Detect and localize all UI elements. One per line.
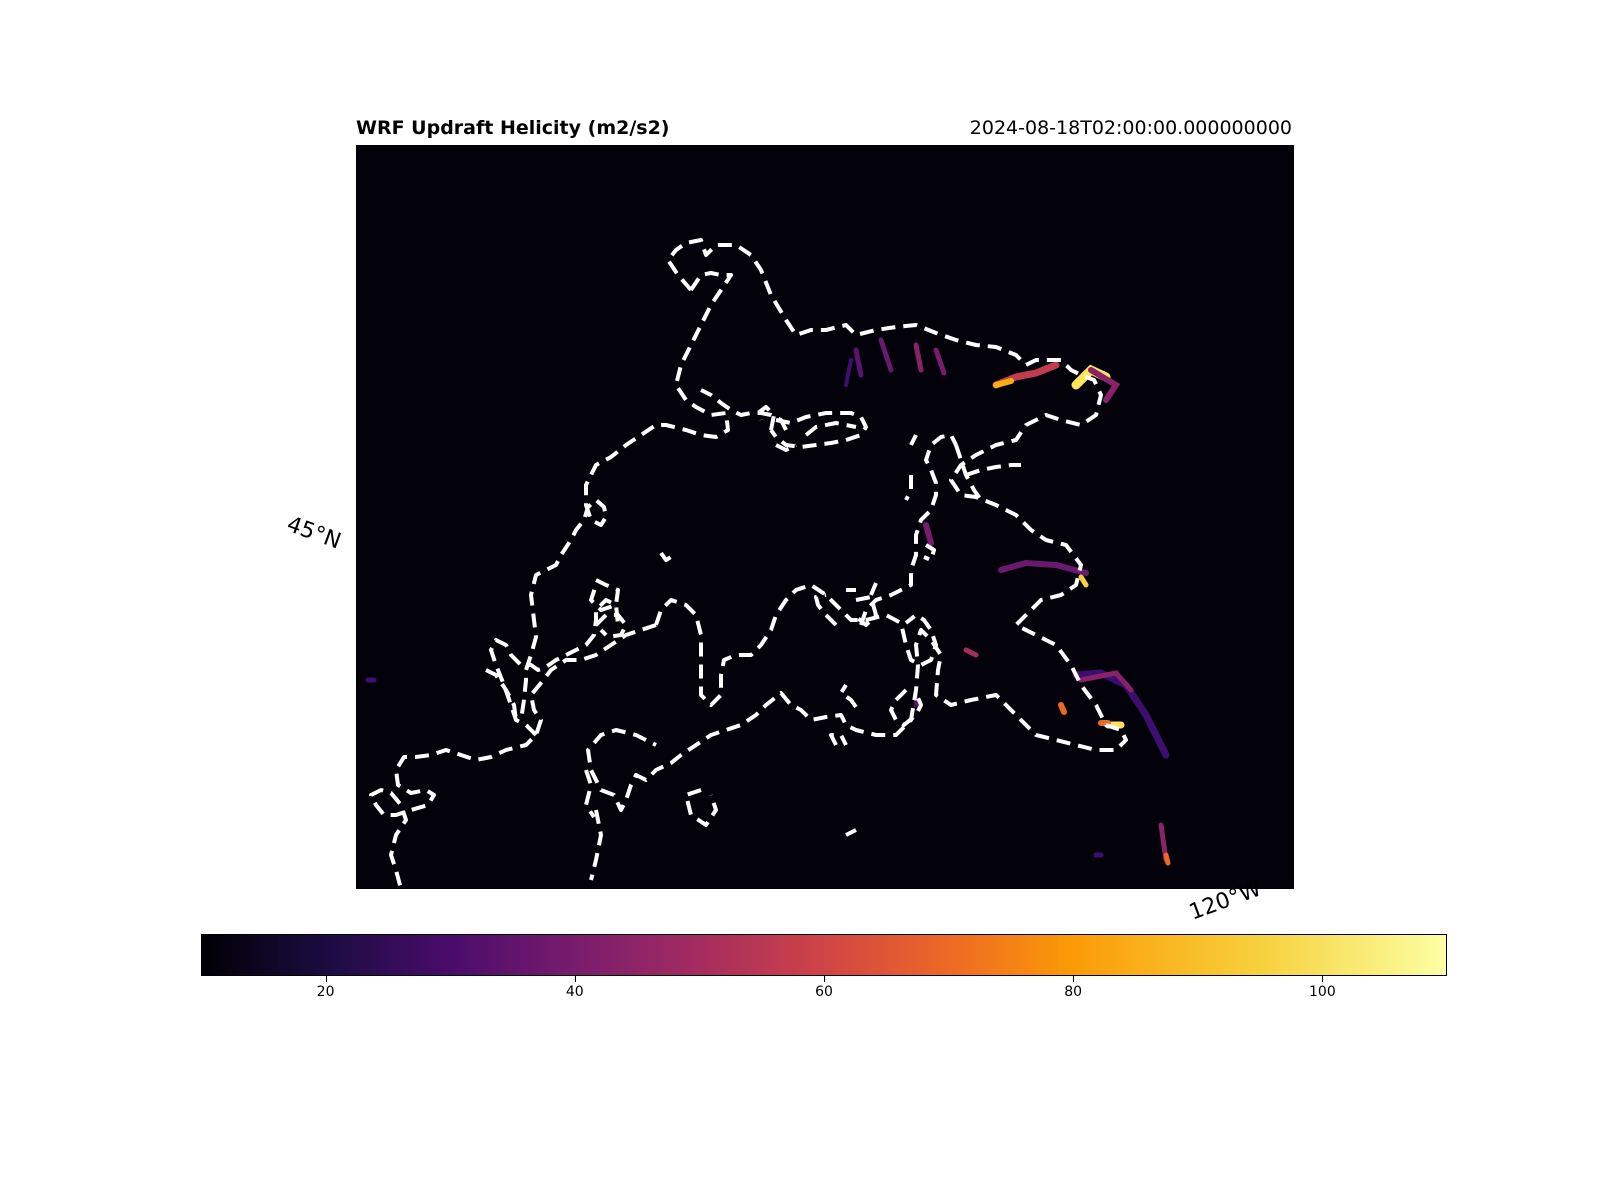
state-boundary <box>804 421 857 437</box>
boundary-lines <box>369 238 1128 889</box>
helicity-streak <box>1078 574 1089 588</box>
state-boundary <box>589 809 603 881</box>
helicity-streak <box>1163 852 1171 866</box>
map-timestamp: 2024-08-18T02:00:00.000000000 <box>969 117 1292 139</box>
helicity-streak <box>923 522 934 546</box>
state-boundary <box>904 475 913 501</box>
state-boundary <box>519 271 733 721</box>
state-boundary <box>369 623 657 889</box>
state-boundary <box>594 613 628 639</box>
helicity-streak <box>844 358 853 387</box>
helicity-streak <box>963 647 979 658</box>
state-boundary <box>775 443 797 452</box>
colorbar-tick-label: 100 <box>1309 984 1336 1000</box>
latitude-label: 45°N <box>283 512 345 555</box>
state-boundary <box>485 668 518 721</box>
state-boundary <box>839 683 858 709</box>
colorbar-tick <box>574 976 576 982</box>
state-boundary <box>845 828 857 837</box>
colorbar <box>201 934 1447 976</box>
map-canvas <box>365 238 1171 889</box>
state-boundary <box>584 769 596 819</box>
state-boundary <box>859 433 958 626</box>
colorbar-tick-label: 80 <box>1064 984 1083 1000</box>
state-boundary <box>586 238 1128 812</box>
colorbar-tick <box>824 976 825 982</box>
state-boundary <box>889 688 923 727</box>
colorbar-tick-label: 20 <box>316 984 335 1000</box>
helicity-streak <box>1088 367 1121 403</box>
colorbar-tick <box>325 976 327 982</box>
map-panel <box>356 145 1294 889</box>
helicity-streak <box>1058 702 1067 715</box>
state-boundary <box>965 463 1021 477</box>
state-boundary <box>659 551 676 562</box>
state-boundary <box>829 733 848 746</box>
state-boundary <box>852 595 878 627</box>
state-boundary <box>769 411 868 449</box>
state-boundary <box>700 388 788 431</box>
state-boundary <box>589 578 620 612</box>
colorbar-tick-label: 60 <box>815 984 833 1000</box>
state-boundary <box>814 593 838 627</box>
map-title: WRF Updraft Helicity (m2/s2) <box>356 117 670 139</box>
helicity-streak <box>853 347 864 378</box>
helicity-field <box>365 337 1171 866</box>
helicity-streak <box>933 347 947 376</box>
helicity-streak <box>878 337 894 373</box>
state-boundary <box>923 543 936 562</box>
colorbar-tick <box>1322 976 1324 982</box>
state-boundary <box>684 788 718 827</box>
state-boundary <box>756 405 776 431</box>
helicity-streak <box>998 559 1089 576</box>
helicity-streak <box>993 378 1014 388</box>
state-boundary <box>869 582 878 596</box>
state-boundary <box>489 598 620 737</box>
state-boundary <box>654 583 938 707</box>
colorbar-tick <box>1073 976 1075 982</box>
colorbar-tick-label: 40 <box>565 984 584 1000</box>
helicity-streak <box>913 342 924 373</box>
state-boundary <box>909 434 918 446</box>
helicity-streak <box>1078 670 1134 693</box>
